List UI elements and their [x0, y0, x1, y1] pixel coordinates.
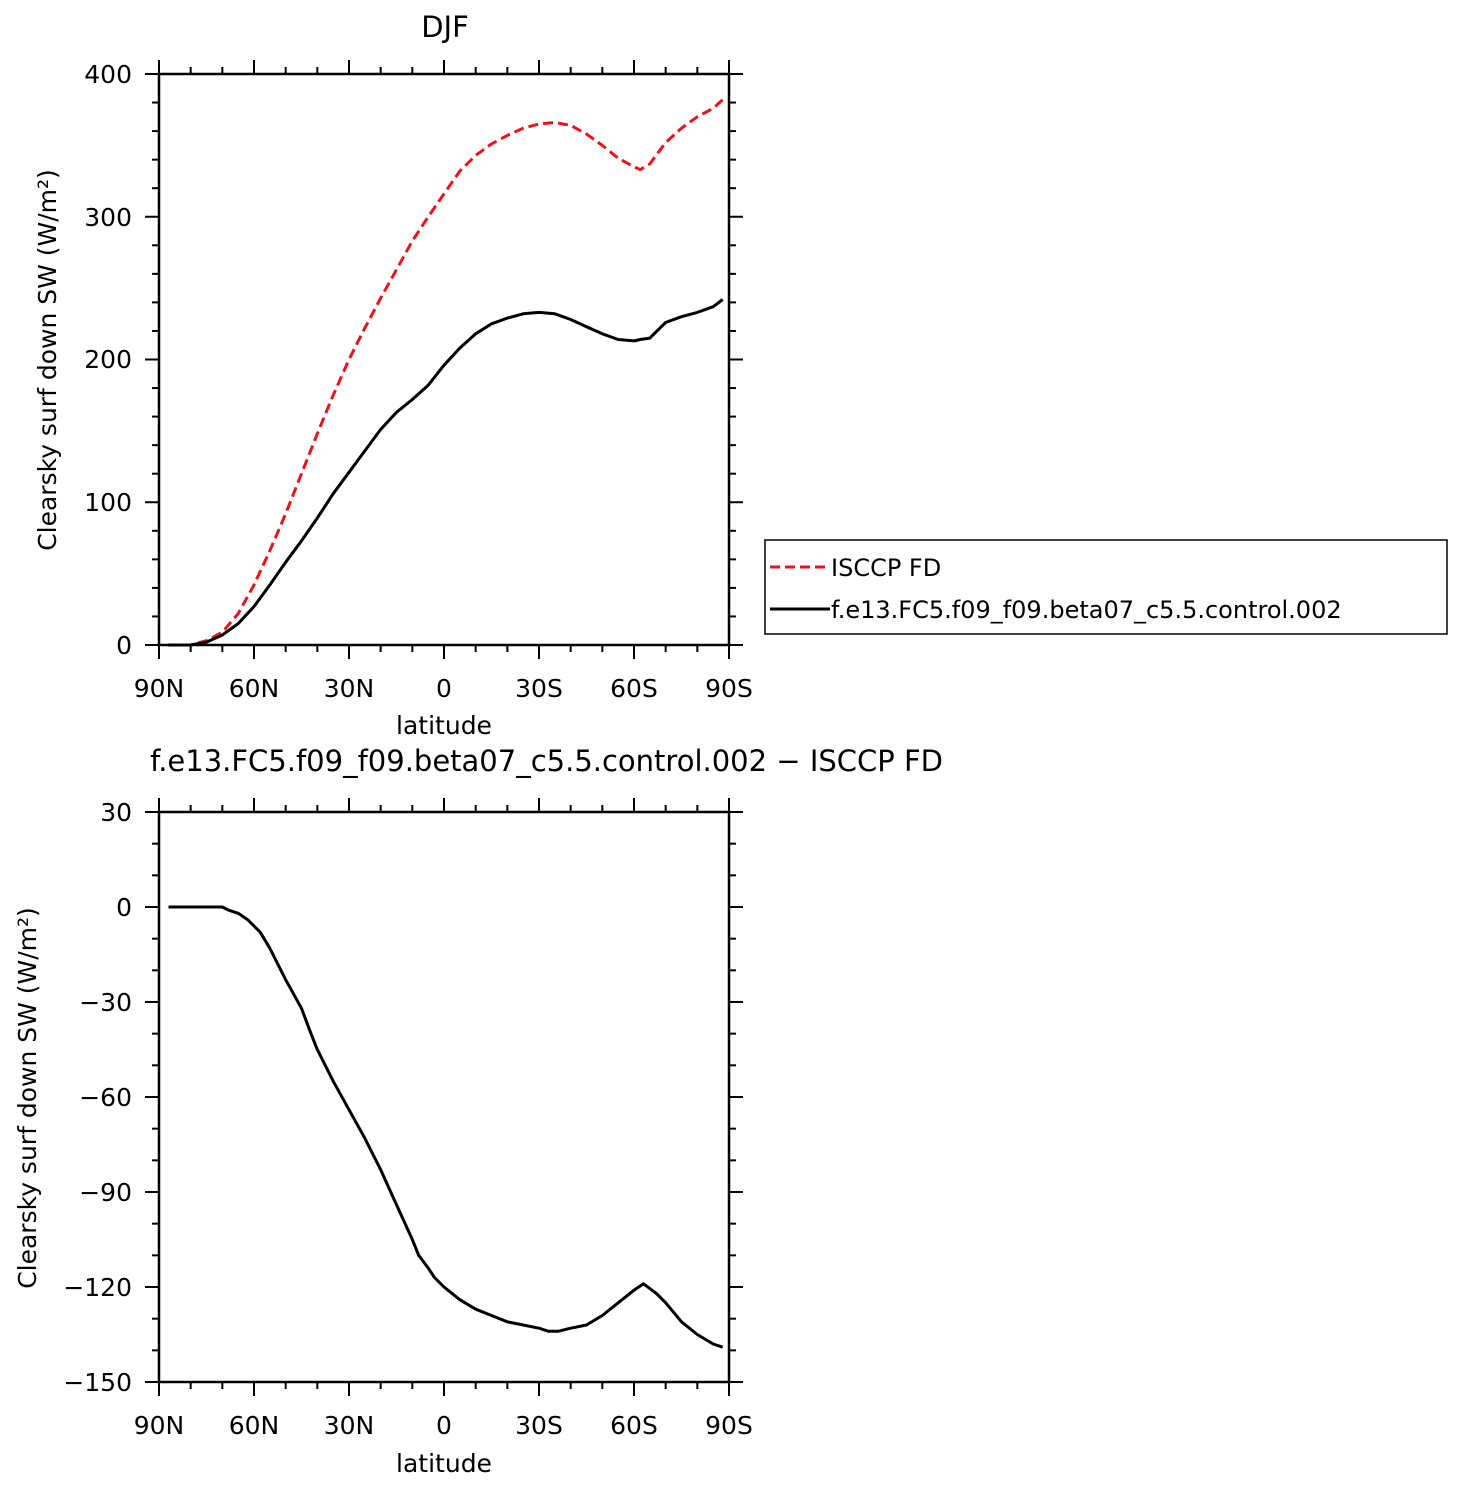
bottom-x-tick-label: 60N — [229, 1411, 280, 1440]
top-y-tick-label: 400 — [84, 60, 132, 89]
top-y-tick-label: 100 — [84, 488, 132, 517]
top-x-tick-label: 30S — [515, 674, 563, 703]
top-series-line-1 — [168, 298, 724, 647]
bottom-y-tick-label: 30 — [100, 798, 132, 827]
bottom-x-tick-label: 30S — [515, 1411, 563, 1440]
bottom-plot-title: f.e13.FC5.f09_f09.beta07_c5.5.control.00… — [150, 744, 943, 778]
bottom-x-tick-label: 30N — [324, 1411, 375, 1440]
bottom-x-tick-label: 90N — [134, 1411, 185, 1440]
bottom-y-tick-label: −150 — [63, 1368, 132, 1397]
top-y-axis-title: Clearsky surf down SW (W/m²) — [33, 169, 62, 551]
top-series — [168, 98, 724, 647]
bottom-x-tick-label: 90S — [705, 1411, 753, 1440]
top-x-tick-label: 90N — [134, 674, 185, 703]
bottom-x-tick-label: 60S — [610, 1411, 658, 1440]
top-ticks — [145, 60, 743, 659]
legend-label-model: f.e13.FC5.f09_f09.beta07_c5.5.control.00… — [831, 596, 1342, 624]
top-plot-frame — [157, 72, 731, 647]
top-series-line-0 — [168, 98, 724, 647]
top-panel: DJF 0 100 200 300 400 90N 60N 30N 0 30S … — [33, 10, 753, 740]
bottom-series-line-0 — [168, 905, 724, 1349]
bottom-x-axis-title: latitude — [396, 1449, 492, 1478]
bottom-y-tick-label: −120 — [63, 1273, 132, 1302]
top-x-tick-label: 90S — [705, 674, 753, 703]
legend-box — [764, 539, 1448, 635]
top-x-tick-label: 60N — [229, 674, 280, 703]
legend-label-isccp: ISCCP FD — [831, 554, 941, 582]
top-y-tick-label: 200 — [84, 345, 132, 374]
top-x-tick-label: 0 — [436, 674, 452, 703]
bottom-ticks — [145, 798, 743, 1396]
bottom-x-tick-label: 0 — [436, 1411, 452, 1440]
bottom-y-tick-label: −30 — [79, 988, 132, 1017]
top-x-axis-title: latitude — [396, 711, 492, 740]
bottom-series — [168, 905, 724, 1349]
bottom-y-tick-label: −60 — [79, 1083, 132, 1112]
top-x-tick-label: 60S — [610, 674, 658, 703]
top-y-tick-label: 0 — [116, 631, 132, 660]
top-x-tick-label: 30N — [324, 674, 375, 703]
top-y-tick-label: 300 — [84, 203, 132, 232]
bottom-y-axis-title: Clearsky surf down SW (W/m²) — [13, 907, 42, 1289]
bottom-panel: f.e13.FC5.f09_f09.beta07_c5.5.control.00… — [13, 744, 943, 1478]
top-plot-title: DJF — [421, 10, 469, 44]
bottom-plot-frame — [157, 810, 731, 1384]
bottom-y-tick-label: −90 — [79, 1178, 132, 1207]
bottom-y-tick-label: 0 — [116, 893, 132, 922]
legend: ISCCP FD f.e13.FC5.f09_f09.beta07_c5.5.c… — [764, 539, 1448, 635]
